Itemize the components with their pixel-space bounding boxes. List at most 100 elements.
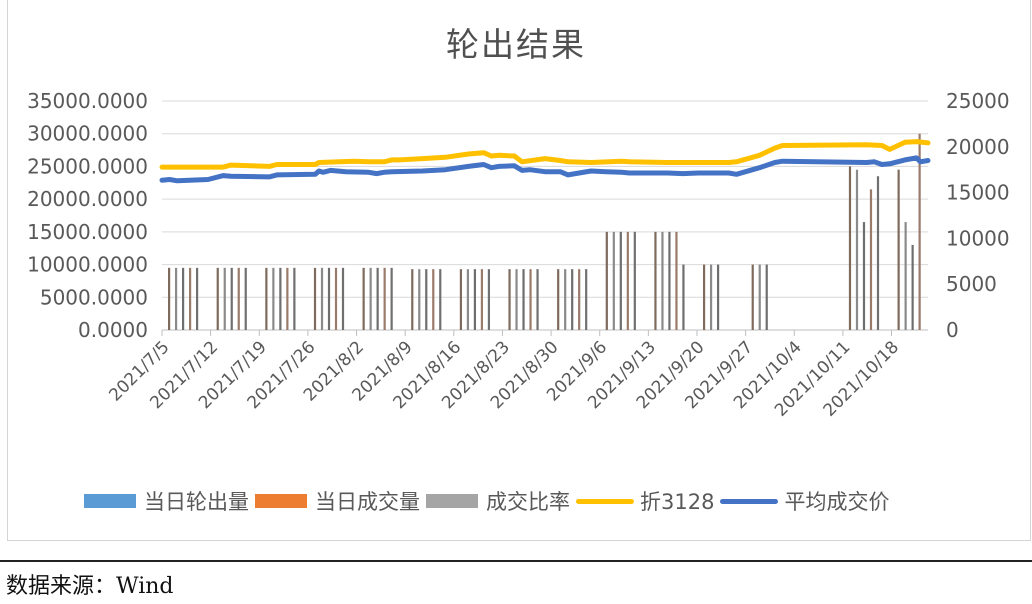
bar (459, 269, 463, 330)
bar (668, 231, 671, 330)
bar (564, 269, 567, 330)
legend-swatch-icon (426, 494, 478, 508)
right-axis-tick: 5000 (946, 272, 997, 296)
right-axis-tick: 20000 (946, 135, 1010, 159)
series-line-avg-price (159, 155, 931, 184)
bar (230, 267, 233, 330)
bar (473, 269, 477, 330)
bar (633, 231, 636, 330)
left-axis-tick: 30000.0000 (27, 122, 148, 146)
left-axis-tick: 10000.0000 (27, 253, 148, 277)
legend-label: 当日轮出量 (144, 490, 249, 514)
bar (376, 267, 379, 330)
legend-swatch-icon (720, 498, 779, 504)
left-axis-tick: 35000.0000 (27, 89, 148, 113)
legend-label: 成交比率 (486, 490, 570, 514)
bar (327, 267, 331, 330)
bar (682, 264, 685, 330)
right-axis-tick: 15000 (946, 181, 1010, 205)
bar (626, 231, 629, 330)
bar (765, 264, 768, 330)
bar (334, 267, 338, 330)
bar (480, 269, 484, 330)
bar (571, 269, 574, 330)
bar (223, 267, 226, 330)
data-source-note: 数据来源：Wind (6, 574, 174, 599)
bar (536, 269, 539, 330)
bar (675, 231, 678, 330)
bar (862, 222, 866, 330)
bar (612, 231, 615, 330)
bar (432, 269, 435, 330)
bar (466, 269, 470, 330)
bar (619, 231, 622, 330)
bar (522, 269, 525, 330)
bar (313, 267, 317, 330)
bar (175, 267, 178, 330)
bar (487, 269, 491, 330)
bar (578, 269, 581, 330)
bar (390, 267, 393, 330)
series-line-zhe3128 (159, 139, 931, 170)
legend-swatch-icon (576, 498, 634, 504)
legend-swatch-icon (84, 494, 136, 508)
bar (182, 267, 185, 330)
bar (418, 269, 421, 330)
legend-label: 平均成交价 (784, 490, 890, 514)
bar (279, 267, 282, 330)
bar (196, 267, 199, 330)
bar (244, 267, 247, 330)
bar (383, 267, 386, 330)
bar (709, 264, 713, 330)
bar (216, 267, 219, 330)
bar (425, 269, 428, 330)
chart-plot: 0.0000 5000.0000 10000.0000 15000.0000 20000… (27, 89, 1010, 421)
left-axis-tick: 15000.0000 (27, 220, 148, 244)
legend-swatch-icon (255, 494, 307, 508)
bar (661, 231, 664, 330)
bar (904, 222, 907, 330)
legend-item: 当日成交量 (255, 486, 420, 516)
bar (168, 267, 171, 330)
bar (848, 166, 852, 330)
bar (369, 267, 372, 330)
bar (605, 231, 608, 330)
bar (557, 269, 560, 330)
bar (515, 269, 518, 330)
bar (716, 264, 720, 330)
bar (362, 267, 365, 330)
bar (585, 269, 588, 330)
chart-title: 轮出结果 (446, 25, 586, 64)
right-axis-tick: 25000 (946, 89, 1010, 113)
left-axis-tick: 25000.0000 (27, 154, 148, 178)
bar (265, 267, 268, 330)
chart-frame (7, 0, 1031, 541)
bar (869, 189, 873, 330)
bar (702, 264, 706, 330)
bar (855, 169, 859, 330)
bar (341, 267, 345, 330)
bar (286, 267, 289, 330)
bar (439, 269, 442, 330)
right-axis-tick: 10000 (946, 226, 1010, 250)
bar (758, 264, 761, 330)
left-axis-tick: 20000.0000 (27, 187, 148, 211)
bar (508, 269, 511, 330)
legend-item: 成交比率 (426, 486, 570, 516)
bar (272, 267, 275, 330)
bar (751, 264, 754, 330)
left-axis-tick: 0.0000 (78, 318, 148, 342)
bar (918, 133, 921, 330)
bar (654, 231, 657, 330)
bar (237, 267, 240, 330)
bar (293, 267, 296, 330)
bar (911, 244, 914, 330)
divider-rule (0, 560, 1032, 562)
legend-item: 当日轮出量 (84, 486, 249, 516)
legend-label: 当日成交量 (315, 490, 420, 514)
legend-item: 平均成交价 (720, 486, 889, 516)
bar (897, 169, 900, 330)
bar (320, 267, 324, 330)
bar (189, 267, 192, 330)
right-axis-tick: 0 (946, 318, 959, 342)
